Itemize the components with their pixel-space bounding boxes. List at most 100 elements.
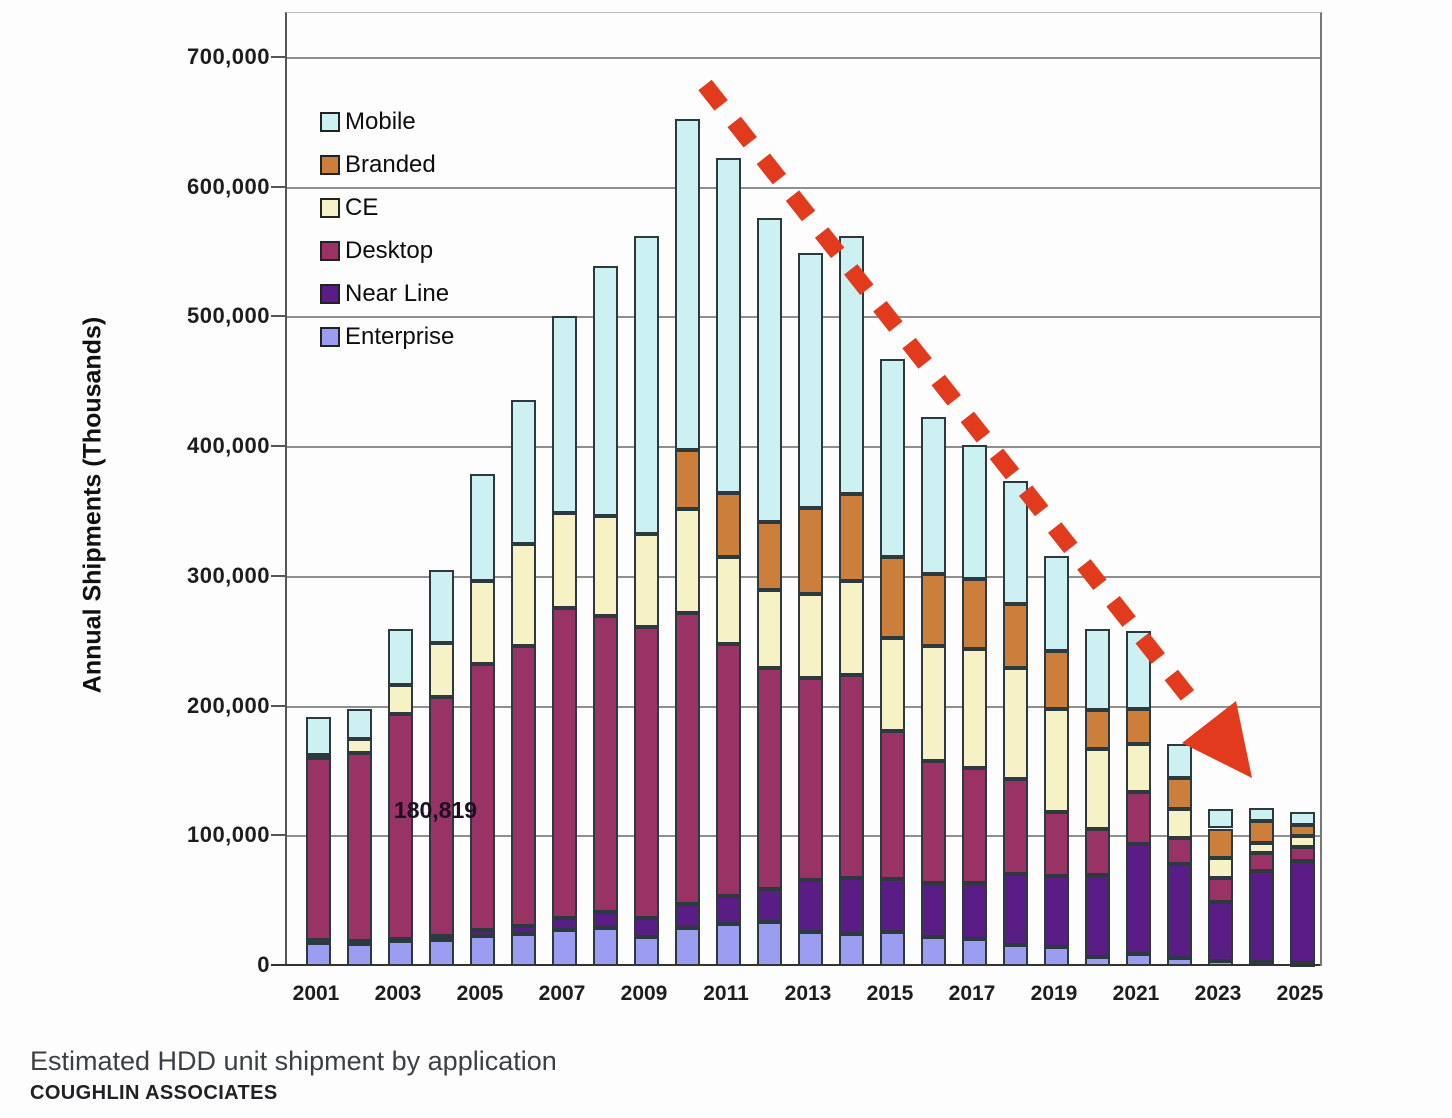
y-tick-label: 100,000	[186, 822, 270, 848]
bar-segment-enterprise	[469, 936, 495, 966]
bar-segment-branded	[920, 574, 946, 646]
bar-segment-branded	[1248, 820, 1274, 843]
x-tick-label: 2019	[1030, 982, 1078, 1005]
bar-segment-ce	[1248, 842, 1274, 854]
bar-segment-desktop	[961, 767, 987, 883]
bar-segment-ce	[469, 580, 495, 664]
bar-segment-enterprise	[715, 924, 741, 966]
bar-segment-ce	[428, 643, 454, 698]
bar-segment-branded	[715, 492, 741, 558]
bar-segment-enterprise	[510, 933, 536, 966]
bar-segment-ce	[1043, 709, 1069, 812]
bar-segment-mobile	[1084, 628, 1110, 711]
bar-2013	[797, 13, 823, 966]
x-tick-label: 2015	[866, 982, 914, 1005]
bar-2004	[428, 13, 454, 966]
bar-segment-near-line	[305, 940, 331, 945]
bar-segment-near-line	[715, 895, 741, 925]
data-annotation: 180,819	[393, 797, 478, 823]
bar-segment-branded	[1002, 604, 1028, 668]
bar-segment-near-line	[920, 882, 946, 938]
bar-segment-enterprise	[305, 942, 331, 966]
source-credit: COUGHLIN ASSOCIATES	[30, 1082, 278, 1104]
bar-segment-mobile	[1207, 809, 1233, 829]
legend-swatch	[320, 154, 340, 175]
bar-segment-near-line	[961, 882, 987, 939]
legend-item-desktop: Desktop	[320, 229, 454, 272]
bar-2019	[1043, 13, 1069, 966]
legend-item-ce: CE	[320, 186, 454, 229]
bar-segment-enterprise	[428, 940, 454, 966]
bar-segment-ce	[1166, 809, 1192, 838]
bar-segment-enterprise	[797, 932, 823, 966]
bar-segment-mobile	[879, 358, 905, 558]
bar-segment-near-line	[1207, 902, 1233, 961]
y-tick-label: 600,000	[186, 173, 270, 199]
bar-segment-desktop	[1248, 853, 1274, 872]
bar-segment-branded	[1166, 777, 1192, 810]
y-tick-mark	[271, 185, 285, 188]
bar-2009	[633, 13, 659, 966]
bar-segment-near-line	[428, 936, 454, 941]
bar-segment-near-line	[879, 879, 905, 933]
y-tick-mark	[271, 315, 285, 318]
bar-2014	[838, 13, 864, 966]
bar-2012	[756, 13, 782, 966]
bar-segment-desktop	[551, 607, 577, 918]
legend-item-mobile: Mobile	[320, 100, 454, 143]
bar-segment-near-line	[510, 925, 536, 934]
bar-segment-enterprise	[879, 932, 905, 966]
bar-segment-mobile	[1125, 631, 1151, 710]
bar-segment-ce	[305, 754, 331, 759]
bar-segment-branded	[756, 522, 782, 590]
bar-segment-ce	[510, 544, 536, 646]
bar-segment-enterprise	[674, 928, 700, 966]
bar-segment-ce	[592, 515, 618, 616]
bar-segment-branded	[797, 508, 823, 594]
bar-segment-enterprise	[961, 938, 987, 966]
y-tick-label: 700,000	[186, 44, 270, 69]
bar-segment-desktop	[1125, 792, 1151, 845]
bar-2018	[1002, 13, 1028, 966]
bar-segment-ce	[961, 649, 987, 768]
bar-segment-enterprise	[387, 941, 413, 966]
x-tick-label: 2017	[948, 982, 996, 1005]
bar-segment-branded	[1125, 709, 1151, 745]
bar-segment-desktop	[1207, 877, 1233, 903]
bar-segment-mobile	[633, 235, 659, 535]
legend-item-enterprise: Enterprise	[320, 315, 454, 358]
bar-2010	[674, 13, 700, 966]
bar-segment-ce	[1002, 667, 1028, 780]
bar-segment-ce	[756, 589, 782, 668]
bar-segment-branded	[1084, 710, 1110, 750]
bar-2025	[1289, 13, 1315, 968]
bar-segment-desktop	[879, 731, 905, 880]
bar-2002	[346, 13, 372, 966]
bar-segment-near-line	[1289, 860, 1315, 964]
bar-segment-mobile	[510, 400, 536, 545]
bar-segment-branded	[1289, 824, 1315, 837]
bar-2023	[1207, 13, 1233, 966]
bar-segment-mobile	[1166, 744, 1192, 778]
bar-segment-near-line	[1166, 863, 1192, 959]
bar-segment-near-line	[551, 918, 577, 930]
bar-segment-ce	[879, 637, 905, 732]
bar-segment-near-line	[756, 889, 782, 922]
bar-segment-enterprise	[633, 937, 659, 966]
bar-segment-mobile	[551, 316, 577, 514]
x-tick-label: 2005	[456, 982, 504, 1005]
bar-segment-ce	[674, 509, 700, 614]
bar-segment-near-line	[797, 880, 823, 933]
chart-caption: Estimated HDD unit shipment by applicati…	[30, 1046, 557, 1076]
legend-label: Enterprise	[345, 322, 455, 350]
bar-segment-near-line	[387, 938, 413, 943]
bar-2017	[961, 13, 987, 966]
y-tick-label: 500,000	[186, 303, 270, 329]
bar-segment-ce	[1207, 858, 1233, 878]
bar-segment-mobile	[428, 570, 454, 643]
bar-segment-branded	[1043, 650, 1069, 710]
bar-segment-desktop	[715, 644, 741, 896]
y-tick-label: 400,000	[186, 433, 270, 459]
bar-segment-desktop	[838, 675, 864, 878]
